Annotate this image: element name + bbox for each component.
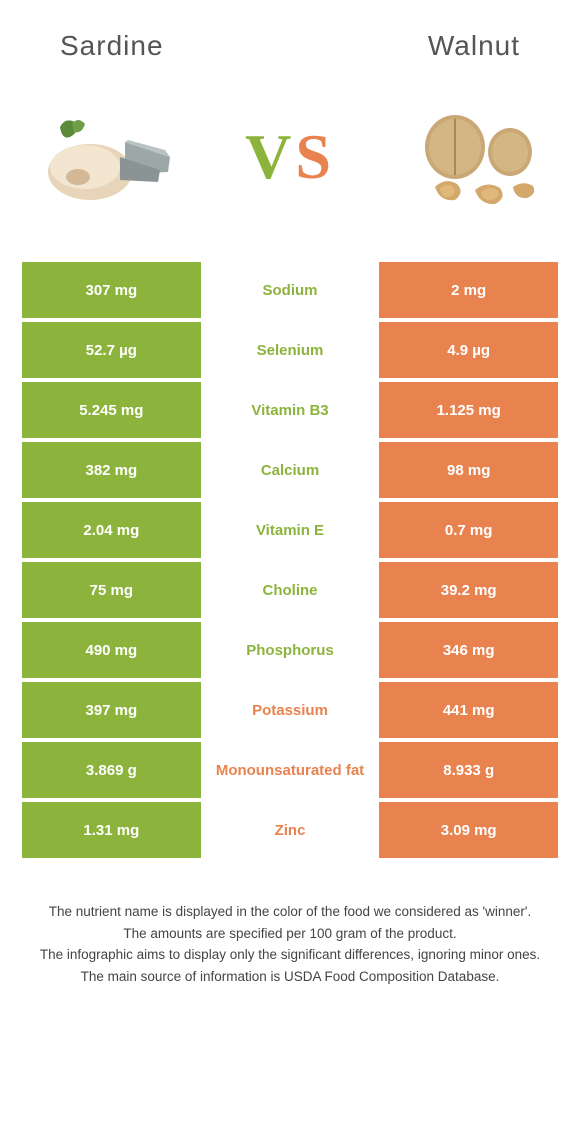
right-value-cell: 3.09 mg <box>379 802 558 858</box>
left-value-cell: 307 mg <box>22 262 201 318</box>
right-value-cell: 1.125 mg <box>379 382 558 438</box>
nutrient-label-cell: Vitamin B3 <box>201 382 380 438</box>
vs-row: VS <box>0 82 580 262</box>
table-row: 1.31 mgZinc3.09 mg <box>22 802 558 858</box>
nutrient-label-cell: Zinc <box>201 802 380 858</box>
right-value-cell: 346 mg <box>379 622 558 678</box>
table-row: 2.04 mgVitamin E0.7 mg <box>22 502 558 558</box>
footer-line-1: The nutrient name is displayed in the co… <box>30 902 550 922</box>
left-value-cell: 490 mg <box>22 622 201 678</box>
right-value-cell: 8.933 g <box>379 742 558 798</box>
table-row: 3.869 gMonounsaturated fat8.933 g <box>22 742 558 798</box>
nutrient-label-cell: Choline <box>201 562 380 618</box>
right-value-cell: 2 mg <box>379 262 558 318</box>
left-value-cell: 75 mg <box>22 562 201 618</box>
left-value-cell: 397 mg <box>22 682 201 738</box>
footer-line-3: The infographic aims to display only the… <box>30 945 550 965</box>
right-value-cell: 98 mg <box>379 442 558 498</box>
vs-s-letter: S <box>295 121 335 192</box>
left-value-cell: 382 mg <box>22 442 201 498</box>
sardine-image <box>30 102 185 212</box>
right-value-cell: 4.9 µg <box>379 322 558 378</box>
nutrient-label-cell: Monounsaturated fat <box>201 742 380 798</box>
footer-line-4: The main source of information is USDA F… <box>30 967 550 987</box>
header: Sardine Walnut <box>0 0 580 82</box>
nutrient-label-cell: Phosphorus <box>201 622 380 678</box>
left-food-title: Sardine <box>60 30 164 62</box>
table-row: 382 mgCalcium98 mg <box>22 442 558 498</box>
table-row: 5.245 mgVitamin B31.125 mg <box>22 382 558 438</box>
left-value-cell: 3.869 g <box>22 742 201 798</box>
nutrient-label-cell: Sodium <box>201 262 380 318</box>
right-food-title: Walnut <box>428 30 520 62</box>
walnut-image <box>395 102 550 212</box>
nutrient-label-cell: Calcium <box>201 442 380 498</box>
left-value-cell: 1.31 mg <box>22 802 201 858</box>
table-row: 307 mgSodium2 mg <box>22 262 558 318</box>
right-value-cell: 0.7 mg <box>379 502 558 558</box>
nutrient-label-cell: Potassium <box>201 682 380 738</box>
left-value-cell: 2.04 mg <box>22 502 201 558</box>
comparison-table: 307 mgSodium2 mg52.7 µgSelenium4.9 µg5.2… <box>0 262 580 858</box>
table-row: 397 mgPotassium441 mg <box>22 682 558 738</box>
right-value-cell: 39.2 mg <box>379 562 558 618</box>
left-value-cell: 52.7 µg <box>22 322 201 378</box>
left-value-cell: 5.245 mg <box>22 382 201 438</box>
nutrient-label-cell: Vitamin E <box>201 502 380 558</box>
vs-v-letter: V <box>245 121 295 192</box>
footer-notes: The nutrient name is displayed in the co… <box>0 862 580 986</box>
right-value-cell: 441 mg <box>379 682 558 738</box>
vs-label: VS <box>245 120 335 194</box>
nutrient-label-cell: Selenium <box>201 322 380 378</box>
table-row: 75 mgCholine39.2 mg <box>22 562 558 618</box>
table-row: 490 mgPhosphorus346 mg <box>22 622 558 678</box>
table-row: 52.7 µgSelenium4.9 µg <box>22 322 558 378</box>
footer-line-2: The amounts are specified per 100 gram o… <box>30 924 550 944</box>
